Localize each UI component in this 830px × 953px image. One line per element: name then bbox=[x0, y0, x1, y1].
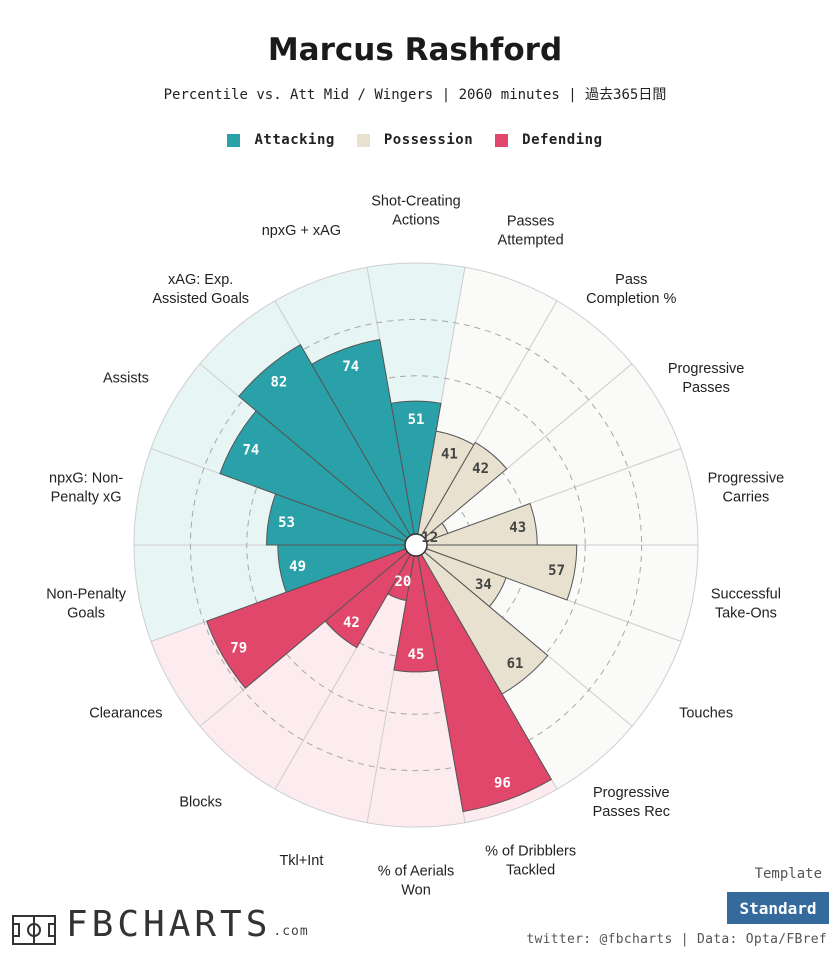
template-standard-button[interactable]: Standard bbox=[727, 892, 829, 924]
category-label: Progressive Carries bbox=[708, 470, 785, 505]
category-label: Blocks bbox=[179, 795, 222, 811]
value-label: 79 bbox=[230, 640, 247, 656]
bar-pass-completion bbox=[415, 441, 508, 546]
value-label: 82 bbox=[270, 375, 287, 391]
value-label: 53 bbox=[278, 515, 295, 531]
value-label: 96 bbox=[494, 776, 511, 792]
bar-clearances bbox=[206, 544, 417, 689]
category-label: Assists bbox=[103, 371, 149, 387]
grid-ring bbox=[246, 375, 586, 715]
brand-logo: FBCHARTS .com bbox=[12, 905, 309, 945]
value-label: 51 bbox=[408, 412, 425, 428]
pitch-icon bbox=[12, 915, 56, 945]
legend: Attacking Possession Defending bbox=[0, 132, 830, 148]
brand-suffix: .com bbox=[273, 924, 309, 939]
category-label: Non-Penalty Goals bbox=[46, 587, 127, 622]
category-label: xAG: Exp. Assisted Goals bbox=[152, 272, 249, 307]
category-label: Pass Completion % bbox=[586, 272, 676, 307]
legend-swatch-defending bbox=[495, 133, 509, 147]
value-label: 12 bbox=[421, 530, 438, 546]
legend-label-defending: Defending bbox=[522, 132, 603, 148]
category-label: Tkl+Int bbox=[279, 853, 323, 869]
value-label: 45 bbox=[408, 647, 425, 663]
template-label: Template bbox=[754, 866, 822, 882]
category-label: npxG + xAG bbox=[262, 223, 341, 239]
bar-npxg-xag bbox=[310, 338, 417, 546]
category-label: Clearances bbox=[89, 706, 162, 722]
legend-label-attacking: Attacking bbox=[254, 132, 335, 148]
value-label: 49 bbox=[289, 559, 306, 575]
legend-swatch-possession bbox=[356, 133, 370, 147]
category-label: Progressive Passes Rec bbox=[593, 785, 670, 820]
legend-item-attacking: Attacking bbox=[227, 132, 334, 148]
bar-xag-exp-assisted-goals bbox=[238, 344, 417, 546]
value-label: 42 bbox=[343, 615, 360, 631]
value-label: 74 bbox=[242, 443, 259, 459]
category-label: Successful Take-Ons bbox=[711, 587, 781, 622]
value-label: 74 bbox=[342, 359, 359, 375]
center-circle bbox=[404, 533, 428, 557]
bar-of-dribblers-tackled bbox=[415, 544, 553, 813]
category-label: Passes Attempted bbox=[498, 214, 564, 249]
chart-title: Marcus Rashford bbox=[267, 32, 563, 68]
value-label: 34 bbox=[475, 577, 492, 593]
category-label: % of Aerials Won bbox=[378, 864, 455, 899]
value-label: 43 bbox=[509, 520, 526, 536]
legend-item-defending: Defending bbox=[495, 132, 602, 148]
legend-label-possession: Possession bbox=[383, 132, 474, 148]
value-label: 61 bbox=[507, 656, 524, 672]
category-label: % of Dribblers Tackled bbox=[485, 843, 576, 878]
bar-successful-take-ons bbox=[415, 544, 578, 601]
category-label: npxG: Non-Penalty xG bbox=[49, 470, 123, 505]
value-label: 57 bbox=[548, 563, 565, 579]
legend-item-possession: Possession bbox=[356, 132, 474, 148]
bar-of-aerials-won bbox=[393, 544, 439, 673]
chart-subtitle: Percentile vs. Att Mid / Wingers | 2060 … bbox=[163, 87, 667, 103]
value-label: 42 bbox=[472, 461, 489, 477]
category-label: Shot-Creating Actions bbox=[371, 194, 460, 229]
value-label: 41 bbox=[441, 446, 458, 462]
credits: twitter: @fbcharts | Data: Opta/FBref bbox=[526, 932, 827, 947]
value-label: 20 bbox=[394, 574, 411, 590]
grid-ring bbox=[189, 318, 643, 772]
category-label: Progressive Passes bbox=[668, 361, 745, 396]
brand-name: FBCHARTS bbox=[66, 904, 272, 945]
legend-swatch-attacking bbox=[227, 133, 241, 147]
category-label: Touches bbox=[679, 706, 733, 722]
